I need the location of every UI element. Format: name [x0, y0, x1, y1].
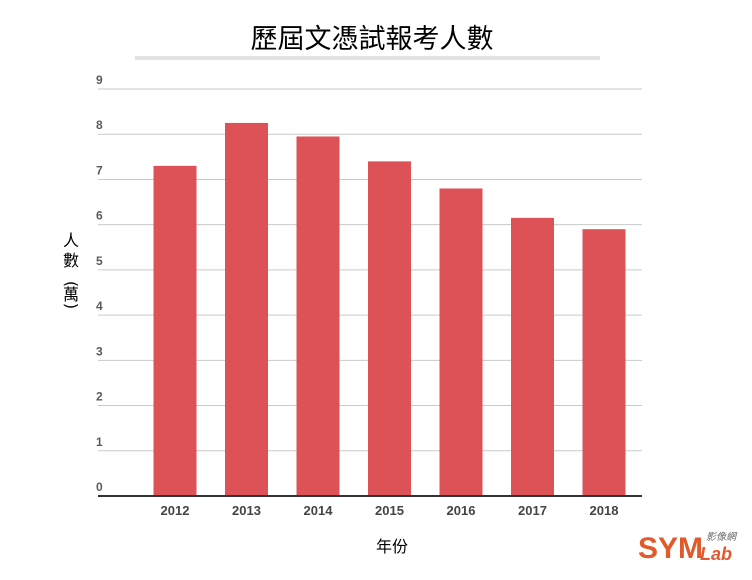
x-tick-label: 2016 — [447, 503, 476, 518]
logo-lab-text: Lab — [700, 544, 732, 564]
y-tick-label: 9 — [96, 73, 103, 87]
x-tick-label: 2018 — [590, 503, 619, 518]
y-tick-label: 5 — [96, 254, 103, 268]
logo-script-text: 影像網 — [706, 531, 738, 543]
y-axis-label-char: ) — [62, 303, 81, 309]
y-tick-label: 8 — [96, 118, 103, 132]
bar-2013 — [225, 122, 268, 497]
y-axis-label-char: ( — [62, 281, 81, 287]
y-axis-label-char: 人 — [63, 231, 79, 250]
x-tick-label: 2013 — [232, 503, 261, 518]
bar-2012 — [153, 165, 197, 496]
logo-main-text: SYM — [638, 532, 703, 565]
y-axis-label-char: 數 — [63, 251, 79, 270]
x-axis-ticks: 2012 2013 2014 2015 2016 2017 2018 — [161, 503, 619, 518]
x-tick-label: 2015 — [375, 503, 404, 518]
watermark-logo: SYM Lab 影像網 — [638, 531, 738, 565]
bar-2018 — [582, 229, 626, 496]
y-axis-label-char: 萬 — [63, 285, 79, 304]
y-tick-label: 3 — [96, 344, 103, 358]
x-tick-label: 2017 — [518, 503, 547, 518]
x-tick-label: 2012 — [161, 503, 190, 518]
bar-2016 — [439, 188, 483, 496]
y-tick-label: 1 — [96, 435, 103, 449]
x-tick-label: 2014 — [304, 503, 334, 518]
y-tick-label: 6 — [96, 209, 103, 223]
y-tick-label: 7 — [96, 163, 103, 177]
y-axis-label: 人數 (萬) — [62, 231, 81, 309]
y-tick-label: 0 — [96, 480, 103, 494]
y-axis-ticks: 0 1 2 3 4 5 6 7 8 9 — [96, 73, 103, 494]
bar-2015 — [368, 161, 411, 496]
bars — [153, 122, 626, 497]
x-axis-label: 年份 — [376, 537, 408, 556]
title-underline — [135, 56, 600, 60]
y-tick-label: 4 — [96, 299, 103, 313]
y-tick-label: 2 — [96, 390, 103, 404]
bar-2017 — [511, 217, 554, 496]
chart-title: 歷屆文憑試報考人數 — [251, 24, 494, 55]
bar-2014 — [296, 136, 340, 496]
